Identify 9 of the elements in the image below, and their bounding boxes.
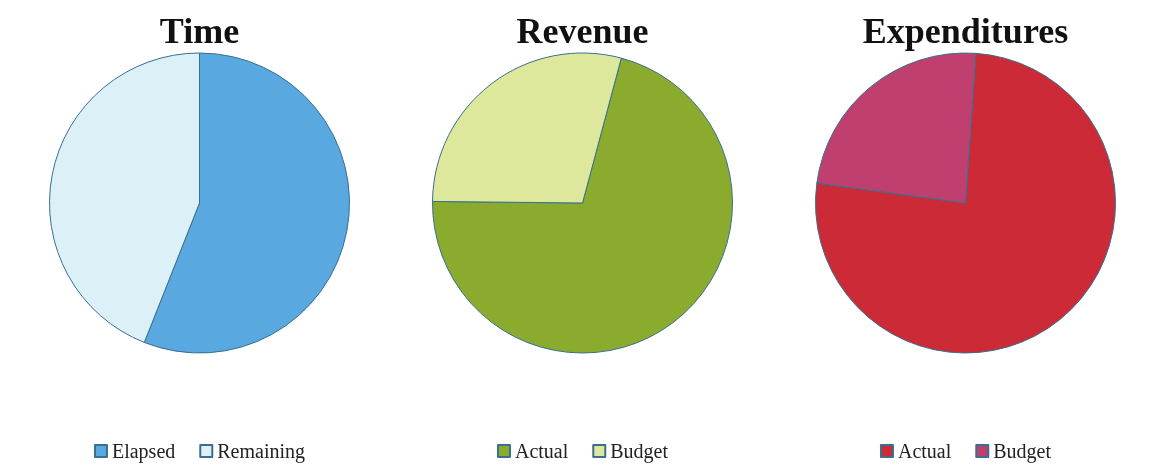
chart-title: Revenue xyxy=(516,11,649,51)
legend-label: Budget xyxy=(993,440,1052,463)
chart-title: Expenditures xyxy=(862,11,1069,51)
legend-label: Actual xyxy=(514,440,569,462)
legend-label: Budget xyxy=(610,440,669,463)
legend-label: Remaining xyxy=(217,440,306,463)
chart-title: Time xyxy=(159,11,240,51)
legend-label: Actual xyxy=(897,440,952,462)
legend-label: Elapsed xyxy=(111,440,176,463)
